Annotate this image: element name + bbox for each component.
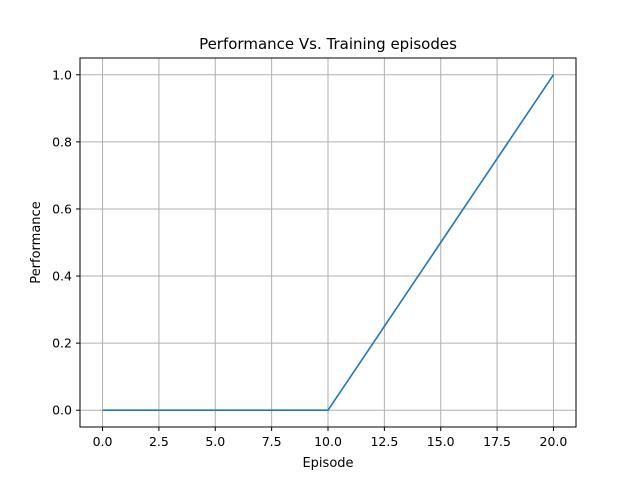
grid xyxy=(80,58,576,427)
y-axis-label: Performance xyxy=(29,201,44,283)
x-tick-label: 10.0 xyxy=(314,434,342,449)
y-tick-label: 0.2 xyxy=(52,336,72,351)
y-tick-label: 0.6 xyxy=(52,201,72,216)
y-tick-label: 1.0 xyxy=(52,67,72,82)
x-tick-label: 5.0 xyxy=(205,434,225,449)
chart-title: Performance Vs. Training episodes xyxy=(199,35,457,53)
series-line xyxy=(102,74,555,412)
x-tick-label: 2.5 xyxy=(149,434,169,449)
series-layer xyxy=(102,74,555,412)
y-tick-label: 0.8 xyxy=(52,134,72,149)
x-tick-label: 20.0 xyxy=(540,434,568,449)
x-tick-label: 0.0 xyxy=(93,434,113,449)
x-tick-label: 7.5 xyxy=(262,434,282,449)
y-tick-label: 0.4 xyxy=(52,269,72,284)
x-axis-label: Episode xyxy=(302,456,353,471)
x-tick-label: 12.5 xyxy=(370,434,398,449)
x-tick-label: 17.5 xyxy=(483,434,511,449)
y-tick-label: 0.0 xyxy=(52,403,72,418)
ticks: 0.0 2.5 5.0 7.5 10.0 12.5 15.0 17.5 20.0 0.0 0.2 0.… xyxy=(52,67,567,449)
x-tick-label: 15.0 xyxy=(427,434,455,449)
